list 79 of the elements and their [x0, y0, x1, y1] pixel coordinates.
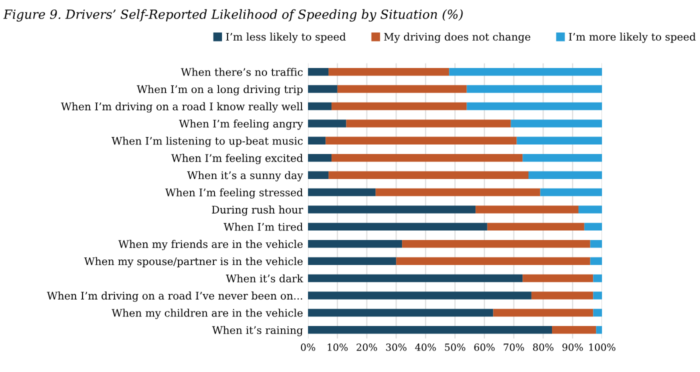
bar	[308, 308, 494, 317]
bar	[376, 188, 540, 196]
y-tick-label: When I’m tired	[224, 222, 303, 231]
x-tick-label: 30%	[386, 344, 406, 351]
bar	[396, 257, 590, 265]
x-tick-label: 50%	[445, 344, 466, 351]
bar	[308, 68, 329, 76]
y-tick-label: When it’s dark	[226, 274, 304, 282]
bar	[328, 68, 450, 76]
bar	[522, 274, 594, 282]
bar	[402, 240, 590, 248]
y-tick-label: When there’s no traffic	[180, 68, 303, 76]
y-tick-label: When my spouse/partner is in the vehicle	[84, 257, 303, 268]
bar	[510, 120, 602, 128]
bar	[528, 171, 602, 179]
y-tick-label: When my children are in the vehicle	[112, 308, 303, 319]
bar	[449, 68, 602, 76]
bar	[522, 154, 602, 162]
y-tick-label: When I’m feeling excited	[171, 154, 303, 164]
y-tick-label: When I’m feeling stressed	[165, 188, 303, 199]
x-tick-label: 90%	[562, 344, 583, 351]
chart-title: Figure 9. Drivers’ Self-Reported Likelihood of Speeding by Situation (%)	[3, 9, 463, 22]
bar	[487, 222, 584, 231]
y-tick-label: When I’m on a long driving trip	[136, 85, 303, 96]
x-tick-label: 70%	[504, 344, 524, 351]
y-tick-label: When I’m driving on a road I know really well	[60, 102, 303, 113]
bar	[466, 85, 602, 93]
bar	[540, 188, 602, 196]
bar	[308, 85, 338, 93]
bar	[308, 120, 346, 128]
bar	[308, 274, 523, 282]
bar	[590, 257, 602, 265]
bar	[328, 171, 528, 179]
y-tick-label: When I’m listening to up-beat music	[112, 136, 303, 147]
legend-label: I’m less likely to speed	[226, 32, 346, 43]
x-tick-label: 60%	[474, 344, 495, 351]
bar	[476, 206, 578, 214]
bar	[552, 326, 596, 334]
bar	[308, 240, 402, 248]
bar	[308, 171, 329, 179]
legend-label: I’m more likely to speed	[568, 32, 696, 43]
bar	[578, 206, 602, 214]
bar	[308, 188, 376, 196]
bar	[308, 154, 332, 162]
y-tick-label: When I’m driving on a road I’ve never been on...	[46, 292, 302, 302]
bar	[332, 102, 467, 110]
bar	[308, 102, 332, 110]
bar	[346, 120, 511, 128]
x-tick-label: 80%	[533, 344, 554, 351]
x-tick-label: 100%	[589, 344, 616, 351]
bar	[308, 206, 476, 214]
y-tick-label: When it’s a sunny day	[187, 171, 304, 182]
bar	[516, 136, 602, 145]
bar	[593, 292, 602, 300]
x-tick-label: 0%	[300, 344, 316, 351]
bar	[584, 222, 602, 231]
bar	[593, 274, 602, 282]
bar	[308, 222, 488, 231]
bar	[326, 136, 517, 145]
bar	[308, 326, 552, 334]
x-tick-label: 20%	[356, 344, 378, 351]
bar	[466, 102, 602, 110]
y-tick-label: When my friends are in the vehicle	[118, 240, 303, 250]
bar	[590, 240, 602, 248]
bar	[596, 326, 602, 334]
bar	[493, 308, 594, 317]
y-tick-label: During rush hour	[212, 206, 304, 216]
x-tick-label: 40%	[415, 344, 436, 351]
legend-label: My driving does not change	[384, 32, 530, 43]
bar	[308, 257, 396, 265]
bar	[332, 154, 523, 162]
bar	[337, 85, 467, 93]
bar	[593, 308, 602, 317]
bar	[308, 292, 532, 300]
bar	[531, 292, 594, 300]
y-tick-label: When it’s raining	[212, 326, 303, 336]
x-tick-label: 10%	[328, 344, 348, 351]
bar	[308, 136, 326, 145]
y-tick-label: When I’m feeling angry	[178, 120, 304, 130]
